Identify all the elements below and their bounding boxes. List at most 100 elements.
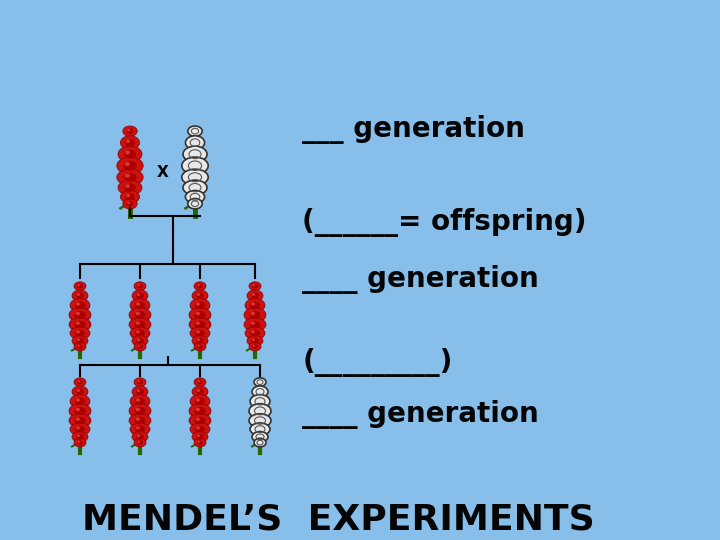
Ellipse shape: [197, 339, 200, 341]
Ellipse shape: [194, 282, 206, 291]
Ellipse shape: [137, 389, 140, 392]
Ellipse shape: [77, 344, 83, 349]
Ellipse shape: [137, 284, 143, 288]
Ellipse shape: [124, 150, 136, 159]
Ellipse shape: [135, 321, 140, 325]
Ellipse shape: [189, 318, 211, 331]
Ellipse shape: [244, 318, 266, 331]
Ellipse shape: [196, 330, 200, 334]
Ellipse shape: [124, 184, 136, 192]
Ellipse shape: [253, 284, 255, 286]
Text: ___ generation: ___ generation: [302, 115, 526, 144]
Ellipse shape: [197, 344, 203, 349]
Ellipse shape: [135, 302, 145, 309]
Ellipse shape: [72, 431, 88, 442]
Ellipse shape: [252, 293, 255, 296]
Ellipse shape: [183, 146, 207, 162]
Ellipse shape: [137, 435, 140, 437]
Ellipse shape: [126, 194, 130, 197]
Ellipse shape: [245, 299, 265, 312]
Ellipse shape: [136, 389, 144, 395]
Ellipse shape: [196, 389, 204, 395]
Ellipse shape: [192, 335, 208, 346]
Ellipse shape: [137, 293, 140, 296]
Ellipse shape: [76, 293, 84, 299]
Ellipse shape: [189, 308, 211, 322]
Ellipse shape: [195, 426, 205, 433]
Ellipse shape: [250, 330, 260, 336]
Ellipse shape: [252, 386, 268, 397]
Ellipse shape: [129, 414, 151, 427]
Ellipse shape: [247, 335, 263, 346]
Ellipse shape: [251, 330, 255, 334]
Text: ____ generation: ____ generation: [302, 266, 539, 294]
Ellipse shape: [74, 407, 86, 415]
Ellipse shape: [196, 293, 204, 299]
Ellipse shape: [135, 330, 145, 336]
Ellipse shape: [197, 389, 200, 392]
Ellipse shape: [130, 395, 150, 408]
Ellipse shape: [76, 434, 84, 440]
Ellipse shape: [135, 397, 145, 405]
Ellipse shape: [74, 282, 86, 291]
Ellipse shape: [137, 380, 143, 384]
Ellipse shape: [183, 180, 207, 195]
Ellipse shape: [77, 380, 83, 384]
Ellipse shape: [125, 174, 130, 178]
Ellipse shape: [181, 169, 208, 185]
Ellipse shape: [190, 395, 210, 408]
Ellipse shape: [196, 338, 204, 344]
Ellipse shape: [134, 378, 146, 387]
Ellipse shape: [76, 408, 80, 411]
Ellipse shape: [196, 321, 200, 325]
Ellipse shape: [194, 342, 206, 351]
Ellipse shape: [135, 407, 145, 415]
Ellipse shape: [76, 399, 80, 402]
Ellipse shape: [189, 404, 211, 418]
Ellipse shape: [127, 201, 130, 204]
Ellipse shape: [244, 308, 266, 322]
Ellipse shape: [135, 311, 145, 319]
Ellipse shape: [76, 338, 84, 344]
Ellipse shape: [137, 344, 143, 349]
Ellipse shape: [118, 180, 142, 195]
Ellipse shape: [196, 302, 200, 306]
Ellipse shape: [188, 126, 202, 136]
Ellipse shape: [125, 162, 130, 166]
Ellipse shape: [135, 321, 145, 328]
Ellipse shape: [123, 161, 137, 171]
Ellipse shape: [70, 327, 90, 340]
Ellipse shape: [75, 426, 85, 433]
Ellipse shape: [125, 184, 130, 188]
Ellipse shape: [130, 299, 150, 312]
Ellipse shape: [123, 126, 138, 136]
Ellipse shape: [136, 338, 144, 344]
Ellipse shape: [136, 302, 140, 306]
Ellipse shape: [132, 431, 148, 442]
Ellipse shape: [69, 404, 91, 418]
Ellipse shape: [196, 434, 204, 440]
Ellipse shape: [127, 201, 134, 207]
Ellipse shape: [251, 312, 255, 315]
Ellipse shape: [129, 404, 151, 418]
Ellipse shape: [250, 302, 260, 309]
Ellipse shape: [252, 431, 268, 442]
Ellipse shape: [75, 397, 85, 405]
Ellipse shape: [76, 427, 80, 429]
Ellipse shape: [253, 345, 255, 347]
Ellipse shape: [70, 423, 90, 435]
Ellipse shape: [138, 284, 140, 286]
Ellipse shape: [76, 417, 80, 421]
Ellipse shape: [249, 282, 261, 291]
Ellipse shape: [252, 344, 258, 349]
Ellipse shape: [136, 293, 144, 299]
Ellipse shape: [181, 157, 208, 174]
Ellipse shape: [77, 293, 80, 296]
Ellipse shape: [78, 284, 80, 286]
Ellipse shape: [186, 191, 204, 203]
Ellipse shape: [251, 302, 255, 306]
Ellipse shape: [192, 386, 208, 397]
Ellipse shape: [196, 417, 200, 421]
Ellipse shape: [135, 417, 145, 424]
Ellipse shape: [74, 311, 86, 319]
